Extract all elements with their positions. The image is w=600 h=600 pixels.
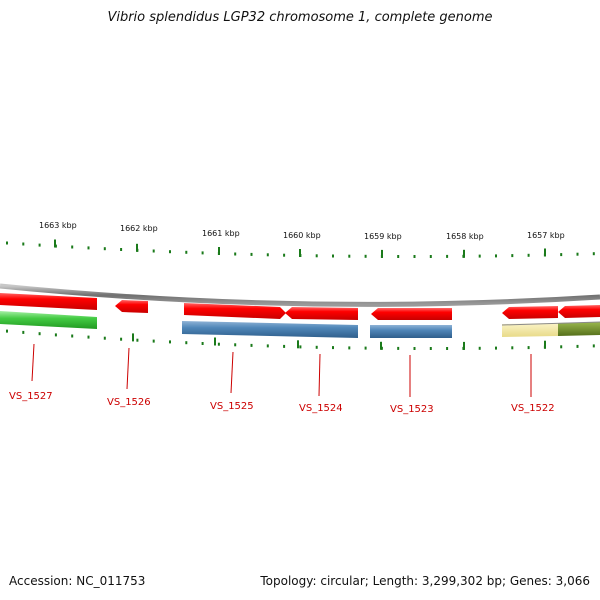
gene-label-vs1522[interactable]: VS_1522 bbox=[511, 403, 555, 414]
gene-vs1525-bar[interactable] bbox=[182, 321, 358, 338]
scale-label-1660: 1660 kbp bbox=[283, 231, 321, 240]
scale-label-1658: 1658 kbp bbox=[446, 232, 484, 241]
genome-summary-text: Topology: circular; Length: 3,299,302 bp… bbox=[260, 574, 590, 588]
scale-ticks-bottom bbox=[6, 329, 595, 350]
gene-vs1525-cds[interactable] bbox=[184, 303, 286, 319]
gene-vs1526-cds[interactable] bbox=[115, 300, 148, 313]
gene-vs1522-cds[interactable] bbox=[502, 306, 558, 319]
gene-vs1523-bar[interactable] bbox=[370, 325, 452, 338]
gene-label-vs1526[interactable]: VS_1526 bbox=[107, 397, 151, 408]
map-title: Vibrio splendidus LGP32 chromosome 1, co… bbox=[107, 10, 493, 25]
leader-vs1527 bbox=[31, 343, 35, 382]
leader-vs1524 bbox=[318, 353, 321, 397]
scale-label-1659: 1659 kbp bbox=[364, 232, 402, 241]
scale-ticks-top bbox=[6, 239, 595, 258]
gene-label-vs1524[interactable]: VS_1524 bbox=[299, 403, 343, 414]
gene-next-cds[interactable] bbox=[558, 305, 600, 318]
scale-label-1661: 1661 kbp bbox=[202, 229, 240, 238]
leader-vs1525 bbox=[230, 351, 234, 394]
gene-vs1523-cds[interactable] bbox=[371, 308, 452, 320]
gene-vs1522-outline bbox=[501, 321, 600, 326]
gene-vs1527-bar[interactable] bbox=[0, 311, 97, 329]
gene-vs1522-bar[interactable] bbox=[502, 323, 558, 337]
gene-label-vs1523[interactable]: VS_1523 bbox=[390, 404, 434, 415]
leader-vs1526 bbox=[126, 347, 130, 390]
scale-label-1663: 1663 kbp bbox=[39, 221, 77, 230]
gene-vs1524-cds[interactable] bbox=[285, 307, 358, 320]
scale-label-1657: 1657 kbp bbox=[527, 231, 565, 240]
gene-vs1527-cds[interactable] bbox=[0, 293, 97, 310]
gene-label-vs1527[interactable]: VS_1527 bbox=[9, 391, 53, 402]
scale-label-1662: 1662 kbp bbox=[120, 224, 158, 233]
gene-label-vs1525[interactable]: VS_1525 bbox=[210, 401, 254, 412]
gene-next-bar[interactable] bbox=[558, 322, 600, 336]
accession-text: Accession: NC_011753 bbox=[9, 574, 146, 588]
genome-backbone bbox=[0, 283, 600, 307]
